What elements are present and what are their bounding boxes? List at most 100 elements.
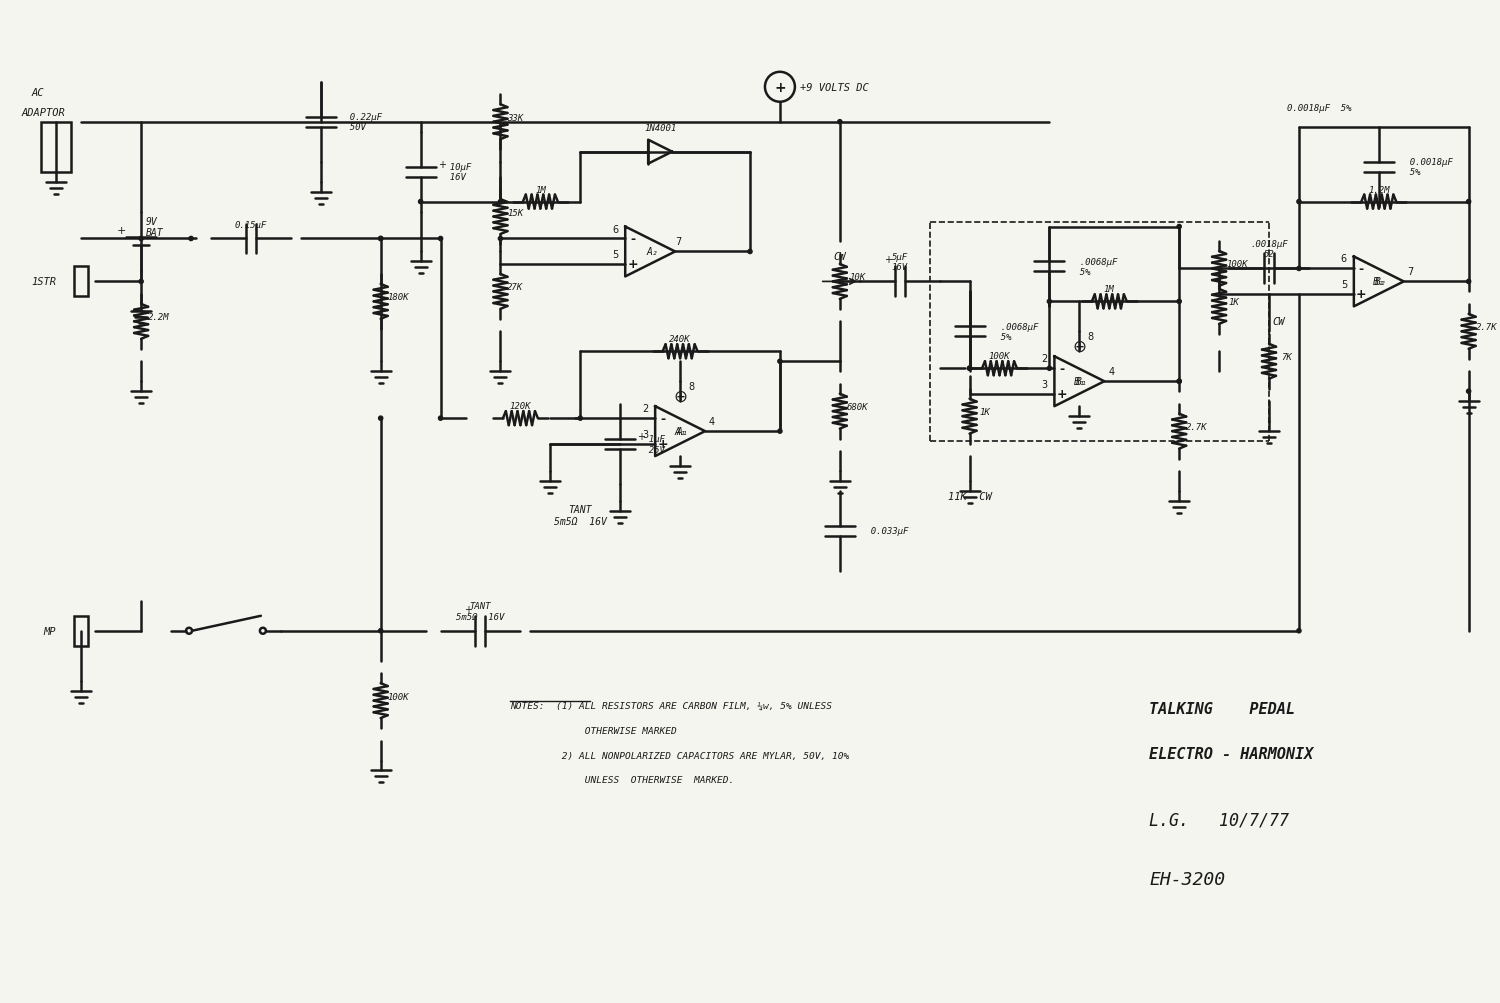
- Circle shape: [140, 280, 142, 284]
- Text: 2: 2: [1041, 354, 1047, 364]
- Text: 3: 3: [642, 429, 648, 439]
- Circle shape: [189, 237, 194, 242]
- Bar: [75, 267, 88, 297]
- Text: 10μF
  16V: 10μF 16V: [438, 162, 471, 183]
- Circle shape: [1047, 367, 1052, 371]
- Text: 7: 7: [1407, 267, 1414, 277]
- Text: 5: 5: [1341, 280, 1347, 290]
- Text: 0.0018μF  5%: 0.0018μF 5%: [1287, 103, 1352, 112]
- Text: +: +: [884, 255, 891, 265]
- Circle shape: [578, 416, 582, 421]
- Text: 11K  CW: 11K CW: [948, 491, 992, 502]
- Text: 9V
BAT: 9V BAT: [146, 217, 164, 238]
- Text: 3: 3: [1041, 380, 1047, 390]
- Circle shape: [778, 429, 782, 433]
- Text: 100K: 100K: [388, 692, 410, 701]
- Circle shape: [1047, 300, 1052, 304]
- Text: -: -: [1059, 363, 1065, 376]
- Text: 6: 6: [1341, 254, 1347, 264]
- Circle shape: [968, 367, 972, 371]
- Text: 1.2M: 1.2M: [1368, 186, 1389, 195]
- Text: +: +: [1056, 388, 1066, 401]
- Text: 2.2M: 2.2M: [148, 313, 170, 322]
- Text: +: +: [1356, 288, 1366, 301]
- Text: 7K: 7K: [1281, 353, 1293, 362]
- Text: ADAPTOR: ADAPTOR: [21, 107, 64, 117]
- Circle shape: [1178, 300, 1182, 304]
- Text: TANT
5m5Ω  16V: TANT 5m5Ω 16V: [554, 505, 606, 527]
- Circle shape: [1298, 267, 1300, 271]
- Text: B₂: B₂: [1372, 277, 1384, 287]
- Text: AC: AC: [32, 87, 44, 97]
- Text: 10K: 10K: [849, 273, 865, 282]
- Text: 0.0018μF
  5%: 0.0018μF 5%: [1400, 157, 1452, 178]
- Circle shape: [1467, 201, 1470, 205]
- Text: 0.033μF: 0.033μF: [859, 527, 907, 536]
- Text: +: +: [774, 80, 786, 94]
- Circle shape: [378, 237, 382, 242]
- Text: 1K: 1K: [1228, 298, 1239, 307]
- Circle shape: [140, 237, 142, 242]
- Circle shape: [378, 629, 382, 633]
- Text: +: +: [638, 431, 645, 441]
- Text: 1M: 1M: [536, 186, 546, 195]
- Text: 4: 4: [1108, 367, 1114, 377]
- Circle shape: [778, 360, 782, 364]
- Text: B₂: B₂: [1376, 277, 1386, 287]
- Text: +: +: [627, 258, 638, 271]
- Text: 680K: 680K: [847, 403, 868, 412]
- Circle shape: [837, 120, 842, 124]
- Text: ELECTRO - HARMONIX: ELECTRO - HARMONIX: [1149, 746, 1314, 761]
- Circle shape: [1298, 201, 1300, 205]
- Text: A₂: A₂: [646, 247, 658, 257]
- Text: -: -: [1359, 263, 1364, 276]
- Text: ⊕: ⊕: [674, 388, 687, 406]
- Circle shape: [1467, 390, 1470, 394]
- Text: 1μF
  25V: 1μF 25V: [638, 435, 664, 454]
- Circle shape: [438, 416, 442, 421]
- Text: 1K: 1K: [980, 408, 990, 416]
- Circle shape: [498, 237, 502, 242]
- Circle shape: [748, 250, 752, 255]
- Text: 0.15μF: 0.15μF: [236, 221, 267, 230]
- Text: 33K: 33K: [507, 113, 524, 122]
- Text: 8: 8: [688, 382, 694, 392]
- Text: 5: 5: [612, 250, 618, 260]
- Text: TANT
5m5Ω  16V: TANT 5m5Ω 16V: [456, 602, 504, 621]
- Text: 0.22μF
  50V: 0.22μF 50V: [339, 113, 382, 132]
- Text: TALKING    PEDAL: TALKING PEDAL: [1149, 701, 1294, 716]
- Circle shape: [378, 416, 382, 421]
- Text: 100K: 100K: [1227, 260, 1248, 269]
- Text: 240K: 240K: [669, 335, 692, 344]
- Text: OTHERWISE MARKED: OTHERWISE MARKED: [510, 726, 676, 735]
- Text: 180K: 180K: [388, 293, 410, 302]
- Text: B₁: B₁: [1074, 377, 1084, 387]
- Text: 1STR: 1STR: [32, 277, 57, 287]
- Text: 2.7K: 2.7K: [1476, 323, 1497, 332]
- Circle shape: [1298, 629, 1300, 633]
- Text: MP: MP: [44, 626, 57, 636]
- Text: 4: 4: [710, 416, 716, 426]
- Text: 2: 2: [642, 404, 648, 414]
- Bar: [75, 616, 88, 646]
- Text: 2.7K: 2.7K: [1186, 422, 1208, 431]
- Text: 120K: 120K: [510, 402, 531, 411]
- Circle shape: [438, 237, 442, 242]
- Text: UNLESS  OTHERWISE  MARKED.: UNLESS OTHERWISE MARKED.: [510, 775, 735, 784]
- Circle shape: [1178, 226, 1182, 230]
- Bar: [42, 122, 72, 173]
- Circle shape: [968, 367, 972, 371]
- Text: 15K: 15K: [507, 209, 524, 218]
- Text: .0068μF
  5%: .0068μF 5%: [990, 322, 1038, 342]
- Text: CW: CW: [834, 252, 846, 262]
- Text: +9 VOLTS DC: +9 VOLTS DC: [800, 82, 868, 92]
- Circle shape: [1178, 380, 1182, 384]
- Text: +: +: [465, 604, 472, 614]
- Text: L.G.   10/7/77: L.G. 10/7/77: [1149, 810, 1288, 828]
- Text: A₁: A₁: [676, 426, 688, 436]
- Text: 100K: 100K: [988, 352, 1011, 361]
- Text: +: +: [438, 159, 446, 170]
- Text: 1N4001: 1N4001: [644, 123, 676, 132]
- Text: 2) ALL NONPOLARIZED CAPACITORS ARE MYLAR, 50V, 10%: 2) ALL NONPOLARIZED CAPACITORS ARE MYLAR…: [510, 751, 849, 760]
- Text: NOTES:  (1) ALL RESISTORS ARE CARBON FILM, ¼w, 5% UNLESS: NOTES: (1) ALL RESISTORS ARE CARBON FILM…: [510, 701, 833, 710]
